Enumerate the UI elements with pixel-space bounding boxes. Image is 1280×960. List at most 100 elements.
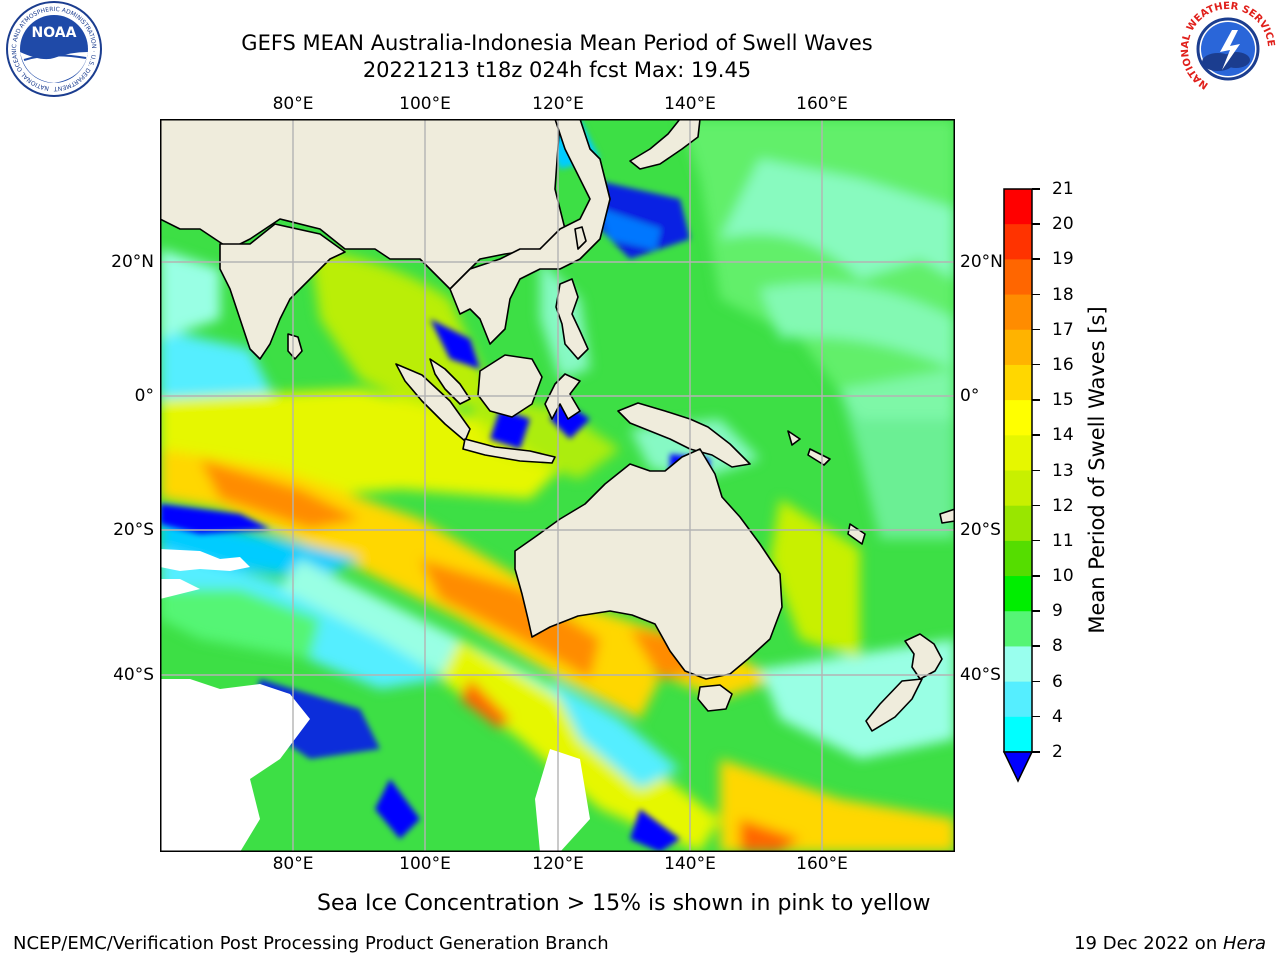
sea-ice-note: Sea Ice Concentration > 15% is shown in … [317, 891, 931, 916]
colorbar-band [1004, 189, 1032, 225]
colorbar-tick-mark [1032, 223, 1040, 225]
colorbar-tick-mark [1032, 751, 1040, 753]
colorbar-band [1004, 681, 1032, 718]
noaa-logo-text: NOAA [32, 25, 77, 41]
colorbar-tick-label: 14 [1052, 425, 1074, 446]
colorbar-tick-mark [1032, 575, 1040, 577]
colorbar-band [1004, 435, 1032, 471]
generation-date-text: 19 Dec 2022 on [1074, 933, 1223, 954]
java [462, 438, 556, 464]
colorbar-band [1004, 470, 1032, 507]
colorbar-tick-label: 20 [1052, 214, 1074, 235]
colorbar-tick-label: 8 [1052, 636, 1063, 657]
colorbar-tick-label: 4 [1052, 706, 1063, 727]
land-masses [160, 119, 955, 732]
lon-tick-label-bottom: 80°E [272, 854, 314, 874]
colorbar-tick-mark [1032, 328, 1040, 331]
colorbar-band [1004, 259, 1032, 296]
colorbar-tick-label: 12 [1052, 495, 1074, 516]
chart-title: GEFS MEAN Australia-Indonesia Mean Perio… [241, 31, 873, 55]
lat-tick-label-right: 20°S [960, 520, 1001, 540]
lon-tick-label-top: 100°E [399, 94, 451, 114]
australia [514, 448, 783, 680]
sri-lanka [287, 333, 303, 360]
swell-period-map [160, 119, 955, 852]
colorbar-tick-mark [1032, 680, 1040, 683]
lat-tick-label-left: 20°N [111, 252, 154, 272]
graticule [160, 119, 955, 852]
lon-tick-label-bottom: 100°E [399, 854, 451, 874]
noaa-logo: NATIONAL OCEANIC AND ATMOSPHERIC ADMINIS… [2, 0, 102, 97]
colorbar-tick-label: 16 [1052, 354, 1074, 375]
colorbar-tick-mark [1032, 188, 1040, 190]
colorbar-tick-label: 21 [1052, 179, 1074, 199]
colorbar-band [1004, 540, 1032, 577]
colorbar-tick-label: 18 [1052, 284, 1074, 305]
colorbar-band [1004, 329, 1032, 366]
lat-tick-label-right: 20°N [960, 252, 1003, 272]
colorbar-tick-mark [1032, 539, 1040, 542]
colorbar-band [1004, 364, 1032, 401]
colorbar-band [1004, 505, 1032, 542]
colorbar-tick-mark [1032, 293, 1040, 296]
producer-credit: NCEP/EMC/Verification Post Processing Pr… [13, 933, 609, 954]
colorbar-band [1004, 716, 1032, 753]
masked-region [160, 549, 250, 571]
chart-subtitle: 20221213 t18z 024h fcst Max: 19.45 [362, 58, 752, 82]
nws-logo: NATIONAL WEATHER SERVICE [1180, 1, 1276, 96]
colorbar-tick-mark [1032, 610, 1040, 612]
colorbar-tick-label: 10 [1052, 566, 1074, 587]
philippines [555, 278, 589, 360]
lat-tick-label-left: 20°S [113, 520, 154, 540]
taiwan [574, 226, 587, 250]
map-frame [160, 119, 955, 852]
indochina [449, 119, 611, 345]
colorbar-band [1004, 611, 1032, 647]
colorbar-tick-mark [1032, 363, 1040, 366]
colorbar [1002, 188, 1034, 783]
generation-date: 19 Dec 2022 on Hera [1074, 933, 1266, 955]
colorbar-tick-mark [1032, 258, 1040, 260]
colorbar-tick-mark [1032, 504, 1040, 507]
malay-peninsula [429, 358, 471, 405]
lat-tick-label-right: 40°S [960, 665, 1001, 685]
colorbar-tick-mark [1032, 469, 1040, 471]
borneo [477, 354, 543, 418]
lon-tick-label-top: 120°E [532, 94, 584, 114]
colorbar-tick-label: 11 [1052, 530, 1074, 551]
lat-tick-label-left: 40°S [113, 665, 154, 685]
colorbar-extend-triangle [1002, 751, 1034, 783]
lon-tick-label-top: 140°E [664, 94, 716, 114]
lon-tick-label-bottom: 160°E [796, 854, 848, 874]
colorbar-tick-label: 6 [1052, 671, 1063, 692]
colorbar-tick-mark [1032, 715, 1040, 718]
colorbar-tick-mark [1032, 645, 1040, 647]
india [219, 223, 346, 360]
colorbar-tick-label: 17 [1052, 319, 1074, 340]
colorbar-tick-label: 13 [1052, 460, 1074, 481]
lon-tick-label-top: 80°E [272, 94, 314, 114]
lat-tick-label-right: 0° [960, 386, 980, 406]
colorbar-band [1004, 646, 1032, 683]
colorbar-tick-label: 2 [1052, 742, 1063, 762]
lon-tick-label-bottom: 140°E [664, 854, 716, 874]
colorbar-tick-label: 9 [1052, 601, 1063, 622]
colorbar-band [1004, 224, 1032, 260]
tasmania [697, 684, 733, 712]
colorbar-tick-mark [1032, 434, 1040, 436]
colorbar-tick-label: 15 [1052, 390, 1074, 411]
new-zealand-north [904, 633, 943, 680]
colorbar-band [1004, 294, 1032, 331]
colorbar-band [1004, 576, 1032, 612]
japan [629, 119, 701, 170]
colorbar-tick-label: 19 [1052, 249, 1074, 270]
host-name: Hera [1222, 933, 1266, 954]
lat-tick-label-left: 0° [134, 386, 154, 406]
swell-period-shading [160, 119, 955, 852]
lon-tick-label-bottom: 120°E [532, 854, 584, 874]
lon-tick-label-top: 160°E [796, 94, 848, 114]
masked-region-south [160, 679, 310, 852]
colorbar-band [1004, 400, 1032, 436]
new-zealand-south [865, 678, 923, 732]
new-guinea [617, 402, 751, 468]
